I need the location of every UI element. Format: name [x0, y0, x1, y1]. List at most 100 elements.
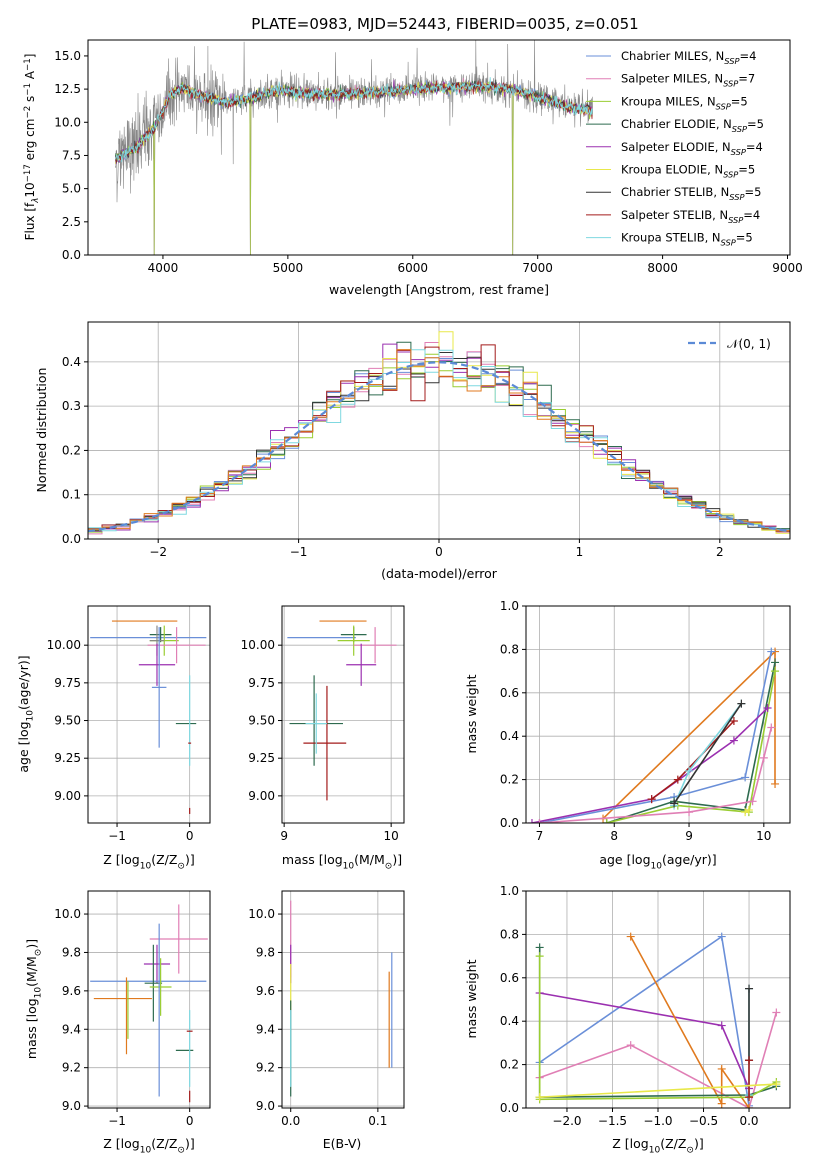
y-tick-label: 9.0 — [62, 1099, 81, 1113]
errorbar-point — [353, 627, 397, 664]
y-tick-label: 5.0 — [62, 182, 81, 196]
x-tick-label: 4000 — [148, 261, 179, 275]
label-part: 10 — [23, 182, 37, 197]
y-tick-label: 15.0 — [54, 49, 81, 63]
y-tick-label: 0.0 — [62, 248, 81, 262]
chart-title: PLATE=0983, MJD=52443, FIBERID=0035, z=0… — [251, 15, 638, 33]
x-tick-label: −0.5 — [689, 1114, 718, 1128]
y-tick-label: 9.6 — [62, 984, 81, 998]
y-tick-label: 9.00 — [248, 789, 275, 803]
label-part: Chabrier ELODIE, N — [621, 117, 732, 131]
series-marker — [771, 658, 780, 667]
label-part: =5 — [731, 94, 748, 108]
x-tick-label: 10 — [384, 829, 399, 843]
plot-area — [282, 606, 404, 823]
x-tick-label: −2.0 — [552, 1114, 581, 1128]
y-tick-label: 0.8 — [500, 927, 519, 941]
series-marker — [759, 753, 768, 762]
series-line — [539, 1012, 778, 1108]
label-part: (M/M — [354, 852, 385, 867]
y-tick-label: 9.75 — [248, 676, 275, 690]
label-part: (Z/Z — [660, 1136, 686, 1151]
axes-frame — [281, 890, 405, 1109]
legend-entry: Chabrier STELIB, NSSP=5 — [621, 185, 761, 202]
y-tick-label: 0.8 — [500, 642, 519, 656]
label-part: Salpeter ELODIE, N — [621, 140, 731, 154]
weight-series — [535, 1008, 781, 1108]
y-axis-label: Normed distribution — [34, 368, 49, 493]
series-line — [629, 936, 750, 1108]
label-part: 10 — [140, 1145, 152, 1155]
y-tick-label: 0.4 — [500, 729, 519, 743]
y-tick-label: 0.2 — [500, 1058, 519, 1072]
x-tick-label: 8 — [610, 829, 618, 843]
x-tick-label: 0 — [186, 1114, 194, 1128]
legend-entry: 𝒩(0, 1) — [727, 337, 771, 351]
label-part: (age/yr)] — [662, 852, 717, 867]
x-tick-label: 2 — [716, 545, 724, 559]
observed-spectrum — [115, 40, 593, 203]
label-part: Chabrier STELIB, N — [621, 185, 729, 199]
label-part: mass [log — [282, 852, 343, 867]
series-marker — [737, 699, 746, 708]
y-tick-label: 7.5 — [62, 148, 81, 162]
errorbar-point — [337, 625, 370, 656]
series-line — [539, 1083, 777, 1098]
y-tick-label: 0.3 — [62, 399, 81, 413]
series-marker — [748, 797, 757, 806]
label-part: ⊙ — [33, 949, 43, 957]
y-tick-label: 0.1 — [62, 488, 81, 502]
y-tick-label: 9.25 — [248, 751, 275, 765]
plot-area — [115, 40, 593, 255]
series-marker — [626, 1041, 635, 1050]
x-axis-label: (data-model)/error — [381, 566, 498, 581]
errorbar-point — [305, 693, 327, 754]
weight-series — [535, 988, 754, 1093]
mass-ebv-panel: 0.0 0.1 9.0 9.2 9.4 9.6 9.8 10.0 E(B-V) — [248, 890, 405, 1151]
label-part: (Z/Z — [151, 1136, 177, 1151]
label-part: =4 — [746, 140, 763, 154]
y-axis-label: mass weight — [464, 674, 479, 753]
label-part: (M/M — [24, 956, 39, 987]
y-tick-label: 9.2 — [62, 1061, 81, 1075]
weight-z-panel: −2.0 −1.5 −1.0 −0.5 0.0 0.0 0.2 0.4 0.6 0.8 1.0 Z [… — [464, 884, 791, 1155]
label-part: =5 — [747, 117, 764, 131]
weight-series — [670, 699, 746, 808]
label-part: SSP — [721, 238, 736, 248]
label-part: Z [log — [612, 1136, 648, 1151]
series-marker — [685, 766, 694, 775]
label-part: Kroupa ELODIE, N — [621, 163, 723, 177]
plot-area — [282, 891, 404, 1108]
x-tick-label: 0 — [435, 545, 443, 559]
label-part: −1 — [23, 58, 33, 71]
label-part: Salpeter MILES, N — [621, 72, 723, 86]
y-tick-label: 9.2 — [256, 1061, 275, 1075]
y-tick-label: 9.50 — [54, 714, 81, 728]
x-tick-label: 9 — [280, 829, 288, 843]
series-marker — [535, 819, 544, 823]
y-tick-label: 9.8 — [256, 945, 275, 959]
axes-frame — [281, 605, 405, 824]
y-tick-label: 0.0 — [500, 816, 519, 830]
label-part: SSP — [731, 147, 746, 157]
series-marker — [717, 1099, 726, 1108]
y-tick-label: 9.00 — [54, 789, 81, 803]
plot-area — [88, 322, 790, 539]
weight-series — [745, 1056, 754, 1102]
label-part: ⊙ — [177, 1145, 185, 1155]
x-tick-label: 5000 — [273, 261, 304, 275]
label-part: −1 — [23, 83, 33, 96]
label-part: Chabrier MILES, N — [621, 49, 724, 63]
x-tick-label: −1 — [290, 545, 308, 559]
series-line — [673, 703, 743, 804]
y-tick-label: 1.0 — [500, 884, 519, 898]
label-part: )] — [185, 852, 195, 867]
weight-series — [535, 723, 776, 823]
label-part: s — [23, 96, 37, 106]
label-part: SSP — [723, 170, 738, 180]
series-marker — [767, 723, 776, 732]
